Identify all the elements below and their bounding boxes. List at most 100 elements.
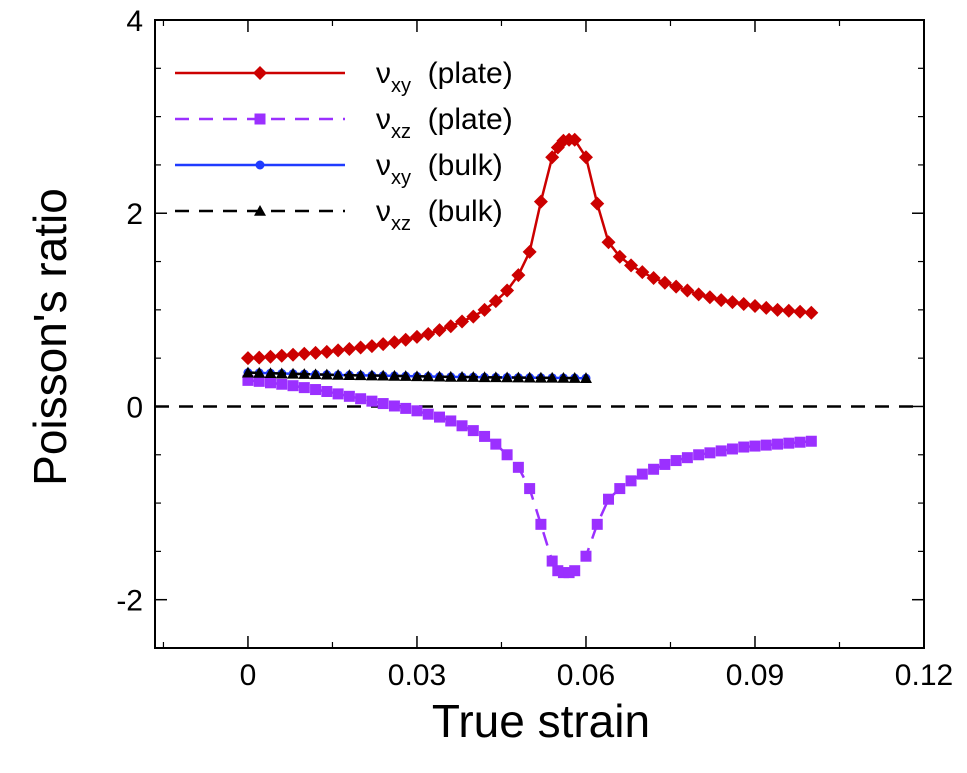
data-point-xy-plate xyxy=(635,265,650,280)
data-point-xy-plate xyxy=(421,327,436,341)
legend-label: νxz (bulk) xyxy=(376,195,503,235)
data-point-xy-plate xyxy=(342,341,357,356)
y-axis-title: Poisson's ratio xyxy=(24,188,76,486)
data-point-xz-bulk xyxy=(467,371,480,382)
data-point-xz-plate xyxy=(400,402,412,414)
data-point-xz-plate xyxy=(411,405,423,417)
data-point-xy-plate xyxy=(353,340,368,355)
data-point-xz-plate xyxy=(670,455,682,467)
data-point-xy-plate xyxy=(770,302,785,317)
x-tick-label: 0.03 xyxy=(388,659,446,692)
data-point-xy-plate xyxy=(511,268,526,283)
data-point-xy-plate xyxy=(274,348,289,363)
data-point-xz-plate xyxy=(546,555,558,567)
data-point-xy-plate xyxy=(624,258,639,273)
data-point-xz-bulk xyxy=(512,371,525,383)
data-point-xy-plate xyxy=(364,339,379,354)
data-point-xz-bulk xyxy=(377,369,390,381)
y-tick-label: 4 xyxy=(126,5,143,38)
data-point-xy-plate xyxy=(736,297,751,312)
data-point-xy-plate xyxy=(533,194,548,209)
data-point-xz-bulk xyxy=(264,367,277,379)
series-layer xyxy=(240,132,819,579)
legend-label: νxy (bulk) xyxy=(376,149,503,189)
plot-border xyxy=(154,19,925,649)
data-point-xy-plate xyxy=(612,249,627,264)
data-point-xz-plate xyxy=(783,437,795,449)
data-point-xz-plate xyxy=(704,447,716,459)
legend-marker-swatch xyxy=(254,113,266,125)
legend-item-xy-plate: νxy (plate) xyxy=(175,57,513,97)
data-point-xy-plate xyxy=(488,294,503,309)
legend-marker-swatch xyxy=(253,66,267,80)
data-point-xz-bulk xyxy=(298,368,311,379)
data-point-xy-plate xyxy=(240,351,255,366)
data-point-xz-plate xyxy=(456,420,468,432)
x-tick-label: 0.12 xyxy=(895,659,953,692)
data-point-xz-plate xyxy=(276,378,288,390)
data-point-xy-plate xyxy=(308,345,323,360)
data-point-xy-plate xyxy=(680,283,695,298)
data-point-xy-plate xyxy=(398,332,413,347)
data-point-xy-plate xyxy=(545,150,560,165)
data-point-xz-bulk xyxy=(523,371,536,383)
data-point-xz-bulk xyxy=(399,370,412,381)
data-point-xy-plate xyxy=(702,290,717,305)
data-point-xz-plate xyxy=(479,430,491,442)
data-point-xz-bulk xyxy=(365,369,378,381)
data-point-xy-plate xyxy=(793,304,808,319)
data-point-xy-plate xyxy=(601,235,616,250)
data-point-xz-bulk xyxy=(410,370,423,382)
data-point-xz-plate xyxy=(636,468,648,480)
data-point-xy-plate xyxy=(466,309,481,324)
data-point-xy-plate xyxy=(319,344,334,359)
data-point-xy-plate xyxy=(252,350,267,365)
x-tick-label: 0.09 xyxy=(726,659,784,692)
data-point-xz-plate xyxy=(625,475,637,487)
data-point-xz-plate xyxy=(569,565,581,577)
data-point-xy-plate xyxy=(331,343,346,358)
legend: νxy (plate) νxz (plate) νxy (bulk) νxz (bul… xyxy=(175,57,513,235)
data-point-xz-plate xyxy=(422,408,434,420)
data-point-xz-plate xyxy=(512,461,524,473)
data-point-xz-bulk xyxy=(309,368,322,380)
y-tick-label: 0 xyxy=(126,391,143,424)
data-point-xz-plate xyxy=(580,550,592,562)
data-point-xy-plate xyxy=(646,270,661,285)
data-point-xz-plate xyxy=(321,385,333,397)
data-point-xy-plate xyxy=(781,303,796,318)
x-axis-title: True strain xyxy=(432,695,650,747)
data-point-xy-plate xyxy=(725,295,740,310)
data-point-xz-plate xyxy=(726,443,738,455)
data-point-xz-plate xyxy=(563,567,575,579)
data-point-xy-plate xyxy=(691,287,706,302)
data-point-xz-plate xyxy=(681,452,693,464)
data-point-xz-bulk xyxy=(332,368,345,380)
data-point-xz-plate xyxy=(298,382,310,394)
data-point-xy-plate xyxy=(286,347,301,362)
data-point-xz-plate xyxy=(467,425,479,437)
data-point-xz-bulk xyxy=(579,372,592,383)
ticks-layer: 0 0.03 0.06 0.09 0.12 -2 0 2 4 xyxy=(116,5,953,692)
data-point-xz-plate xyxy=(603,493,615,505)
data-point-xz-plate xyxy=(614,483,626,495)
data-point-xz-plate xyxy=(557,567,569,579)
data-point-xz-bulk xyxy=(320,368,333,380)
data-point-xz-plate xyxy=(693,449,705,461)
data-point-xz-bulk xyxy=(478,371,491,383)
series-line-xz-plate xyxy=(247,379,812,574)
data-point-xz-bulk xyxy=(388,369,401,381)
data-point-xy-plate xyxy=(443,319,458,334)
legend-item-xz-plate: νxz (plate) xyxy=(175,103,513,143)
legend-item-xy-bulk: νxy (bulk) xyxy=(175,149,503,189)
data-point-xz-plate xyxy=(715,445,727,457)
series-xy-plate xyxy=(240,132,819,366)
data-point-xz-plate xyxy=(749,440,761,452)
data-point-xy-plate xyxy=(590,196,605,211)
data-point-xz-bulk xyxy=(422,370,435,382)
data-point-xz-plate xyxy=(287,380,299,392)
data-point-xz-bulk xyxy=(501,371,514,383)
data-point-xz-plate xyxy=(388,400,400,412)
data-point-xz-plate xyxy=(648,463,660,475)
data-point-xz-plate xyxy=(591,518,603,530)
